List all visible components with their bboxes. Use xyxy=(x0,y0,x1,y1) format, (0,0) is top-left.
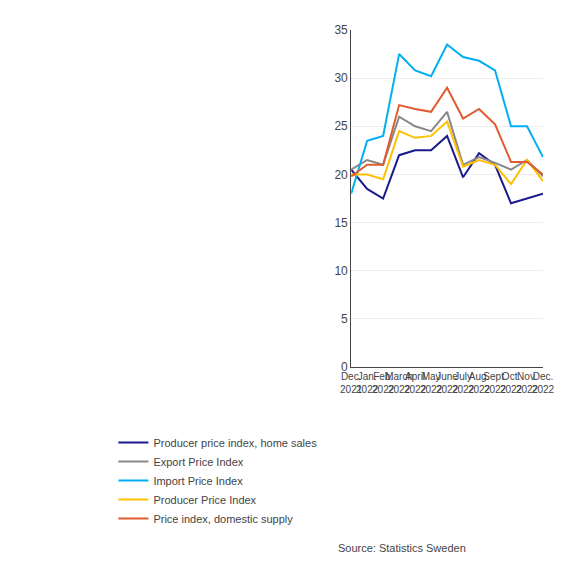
svg-text:10: 10 xyxy=(334,264,348,278)
svg-text:March2022: March2022 xyxy=(385,371,413,395)
svg-text:Dec.2021: Dec.2021 xyxy=(340,371,363,395)
svg-text:Producer price index, home sal: Producer price index, home sales xyxy=(153,437,317,449)
svg-text:Source: Statistics Sweden: Source: Statistics Sweden xyxy=(338,542,466,554)
svg-text:June2022: June2022 xyxy=(436,371,459,395)
svg-text:Export Price Index: Export Price Index xyxy=(153,456,243,468)
svg-text:30: 30 xyxy=(334,71,348,85)
svg-text:Sept.2022: Sept.2022 xyxy=(483,371,506,395)
svg-text:25: 25 xyxy=(334,119,348,133)
svg-text:Jan.2022: Jan.2022 xyxy=(356,371,379,395)
svg-text:Nov.2022: Nov.2022 xyxy=(516,371,539,395)
svg-text:May2022: May2022 xyxy=(420,371,443,395)
svg-text:5: 5 xyxy=(341,312,348,326)
svg-text:July2022: July2022 xyxy=(452,371,475,395)
svg-text:Oct.2022: Oct.2022 xyxy=(500,371,523,395)
svg-text:Feb.2022: Feb.2022 xyxy=(372,371,395,395)
svg-text:35: 35 xyxy=(334,23,348,37)
svg-text:Producer Price Index: Producer Price Index xyxy=(153,494,256,506)
svg-text:April2022: April2022 xyxy=(404,371,427,395)
svg-text:Price index, domestic supply: Price index, domestic supply xyxy=(153,513,293,525)
svg-text:Import Price Index: Import Price Index xyxy=(153,475,243,487)
svg-text:20: 20 xyxy=(334,168,348,182)
svg-text:Dec.2022: Dec.2022 xyxy=(532,371,555,395)
svg-text:15: 15 xyxy=(334,216,348,230)
svg-text:0: 0 xyxy=(341,360,348,374)
svg-text:Aug.2022: Aug.2022 xyxy=(468,371,491,395)
